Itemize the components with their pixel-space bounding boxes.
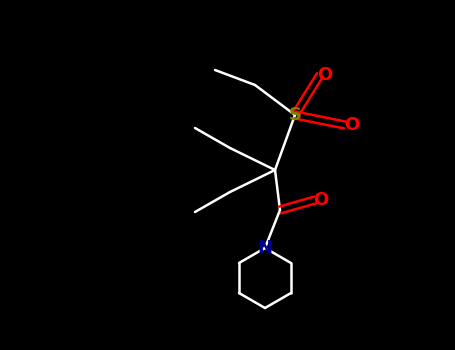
Text: O: O: [313, 191, 329, 209]
Text: S: S: [288, 106, 302, 124]
Text: N: N: [258, 239, 273, 257]
Text: O: O: [318, 66, 333, 84]
Text: O: O: [344, 116, 359, 134]
